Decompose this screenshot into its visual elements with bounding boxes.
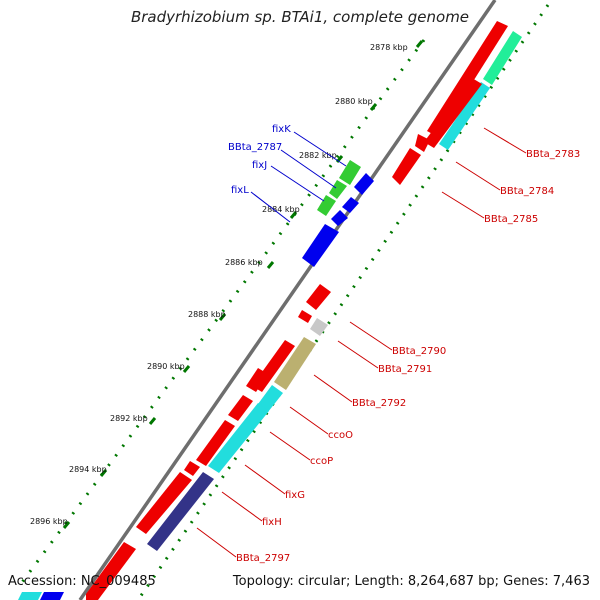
gene-label-BBta_2787[interactable]: BBta_2787 xyxy=(228,142,282,153)
gene-arrow-fixL[interactable] xyxy=(317,195,336,216)
gene-arrow-cyan-bottom[interactable] xyxy=(18,592,42,600)
gene-arrow-fixJ[interactable] xyxy=(329,180,347,199)
kbp-label: 2882 kbp xyxy=(299,151,337,160)
right-label-leaders xyxy=(196,127,527,558)
gene-arrow-BBta_2785[interactable] xyxy=(415,134,430,152)
gene-label-BBta_2783[interactable]: BBta_2783 xyxy=(526,149,580,160)
kbp-label: 2894 kbp xyxy=(69,465,107,474)
outer-dotted-ring xyxy=(136,4,550,600)
kbp-label: 2886 kbp xyxy=(225,258,263,267)
gene-label-fixL[interactable]: fixL xyxy=(231,185,249,196)
kbp-ticks xyxy=(62,40,424,529)
gene-label-BBta_2797[interactable]: BBta_2797 xyxy=(236,553,290,564)
gene-label-BBta_2791[interactable]: BBta_2791 xyxy=(378,364,432,375)
gene-arrow-top-springgreen xyxy=(483,31,522,85)
kbp-label: 2880 kbp xyxy=(335,97,373,106)
gene-label-BBta_2792[interactable]: BBta_2792 xyxy=(352,398,406,409)
gene-label-BBta_2784[interactable]: BBta_2784 xyxy=(500,186,554,197)
inner-dotted-ring xyxy=(18,39,426,586)
gene-arrow-red-g[interactable] xyxy=(86,542,136,600)
genome-summary-text: Topology: circular; Length: 8,264,687 bp… xyxy=(232,574,590,589)
gene-label-fixJ[interactable]: fixJ xyxy=(252,160,267,171)
gene-arrow-fixLb[interactable] xyxy=(331,210,348,226)
gene-arrow-BBta_2784[interactable] xyxy=(424,78,482,148)
gene-label-ccoP[interactable]: ccoP xyxy=(310,456,333,467)
gene-arrow-ccoP[interactable] xyxy=(208,403,269,473)
kbp-label: 2896 kbp xyxy=(30,517,68,526)
kbp-label: 2888 kbp xyxy=(188,310,226,319)
gene-label-BBta_2790[interactable]: BBta_2790 xyxy=(392,346,446,357)
gene-label-fixK[interactable]: fixK xyxy=(272,124,291,135)
gene-arrow-BBta_2783[interactable] xyxy=(439,82,490,150)
kbp-label: 2892 kbp xyxy=(110,414,148,423)
genome-backbone xyxy=(78,0,497,600)
gene-arrow-red-f[interactable] xyxy=(136,472,192,534)
kbp-label: 2884 kbp xyxy=(262,205,300,214)
gene-arrow-red-e[interactable] xyxy=(184,461,200,476)
left-label-leaders xyxy=(250,131,347,223)
gene-label-ccoO[interactable]: ccoO xyxy=(328,430,353,441)
kbp-label: 2890 kbp xyxy=(147,362,185,371)
kbp-label: 2878 kbp xyxy=(370,43,408,52)
gene-arrow-BBta_2791[interactable] xyxy=(310,318,328,336)
gene-arrow-top-red xyxy=(427,21,508,137)
gene-arrow-blue-bottom[interactable] xyxy=(40,592,64,600)
gene-arrow-BBta_2790-top[interactable] xyxy=(306,284,331,310)
accession-text: Accession: NC_009485 xyxy=(8,574,156,589)
gene-arrow-fixG[interactable] xyxy=(147,472,214,551)
gene-label-fixH[interactable]: fixH xyxy=(262,517,282,528)
gene-arrow-red-c[interactable] xyxy=(228,395,253,421)
gene-arrow-BBta_2790[interactable] xyxy=(298,310,312,323)
gene-arrow-BBta_2792[interactable] xyxy=(274,337,316,390)
gene-arrow-BBta_2785b[interactable] xyxy=(392,148,421,185)
gene-arrow-fixK[interactable] xyxy=(339,160,361,185)
gene-arrow-red-d[interactable] xyxy=(196,420,235,466)
gene-arrow-blue-large[interactable] xyxy=(302,224,339,267)
gene-label-fixG[interactable]: fixG xyxy=(285,490,305,501)
gene-arrow-ccoO[interactable] xyxy=(258,385,283,412)
map-title: Bradyrhizobium sp. BTAi1, complete genom… xyxy=(130,8,470,26)
gene-arrow-fixJb[interactable] xyxy=(342,197,359,213)
gene-arrow-BBta_2787[interactable] xyxy=(354,173,374,195)
gene-label-BBta_2785[interactable]: BBta_2785 xyxy=(484,214,538,225)
gene-arrow-red-b[interactable] xyxy=(246,368,268,392)
